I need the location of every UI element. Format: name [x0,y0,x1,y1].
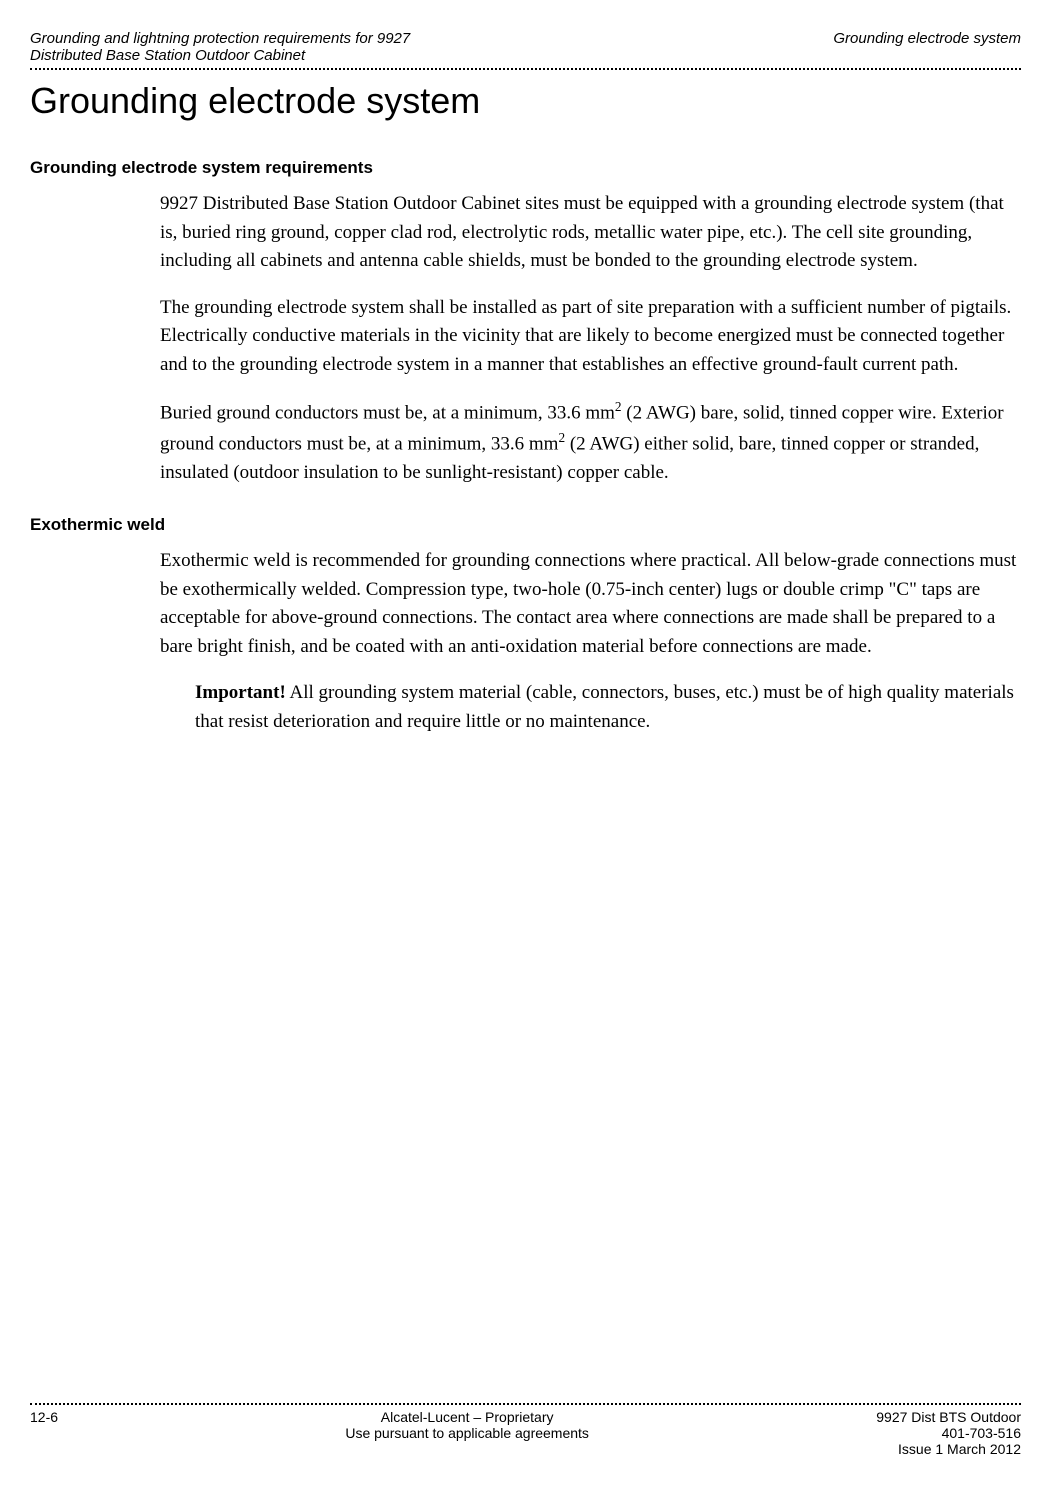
important-label: Important! [195,682,286,703]
paragraph: The grounding electrode system shall be … [160,294,1021,380]
paragraph: 9927 Distributed Base Station Outdoor Ca… [160,190,1021,276]
header-left: Grounding and lightning protection requi… [30,30,410,64]
section-heading-exothermic: Exothermic weld [30,515,1021,535]
footer-issue-date: Issue 1 March 2012 [876,1441,1021,1457]
footer-center: Alcatel-Lucent – Proprietary Use pursuan… [345,1409,589,1441]
footer-content: 12-6 Alcatel-Lucent – Proprietary Use pu… [30,1409,1021,1457]
paragraph: Buried ground conductors must be, at a m… [160,397,1021,487]
footer-doc-number: 401-703-516 [876,1425,1021,1441]
footer-proprietary: Alcatel-Lucent – Proprietary [345,1409,589,1425]
footer-product: 9927 Dist BTS Outdoor [876,1409,1021,1425]
section-heading-requirements: Grounding electrode system requirements [30,158,1021,178]
header-right: Grounding electrode system [833,30,1021,47]
paragraph: Exothermic weld is recommended for groun… [160,547,1021,661]
header-doc-title-1: Grounding and lightning protection requi… [30,30,410,47]
footer-use-pursuant: Use pursuant to applicable agreements [345,1425,589,1441]
important-note: Important! All grounding system material… [195,679,1021,736]
footer-divider [30,1403,1021,1405]
main-title: Grounding electrode system [30,80,1021,122]
footer-right: 9927 Dist BTS Outdoor 401-703-516 Issue … [876,1409,1021,1457]
footer-page-number: 12-6 [30,1409,58,1425]
important-body: All grounding system material (cable, co… [195,682,1014,732]
section-grounding-requirements: Grounding electrode system requirements … [30,158,1021,487]
page-footer: 12-6 Alcatel-Lucent – Proprietary Use pu… [30,1403,1021,1457]
header-section-name: Grounding electrode system [833,30,1021,47]
page-header: Grounding and lightning protection requi… [30,30,1021,64]
section-exothermic-weld: Exothermic weld Exothermic weld is recom… [30,515,1021,736]
header-doc-title-2: Distributed Base Station Outdoor Cabinet [30,47,410,64]
header-divider [30,68,1021,70]
